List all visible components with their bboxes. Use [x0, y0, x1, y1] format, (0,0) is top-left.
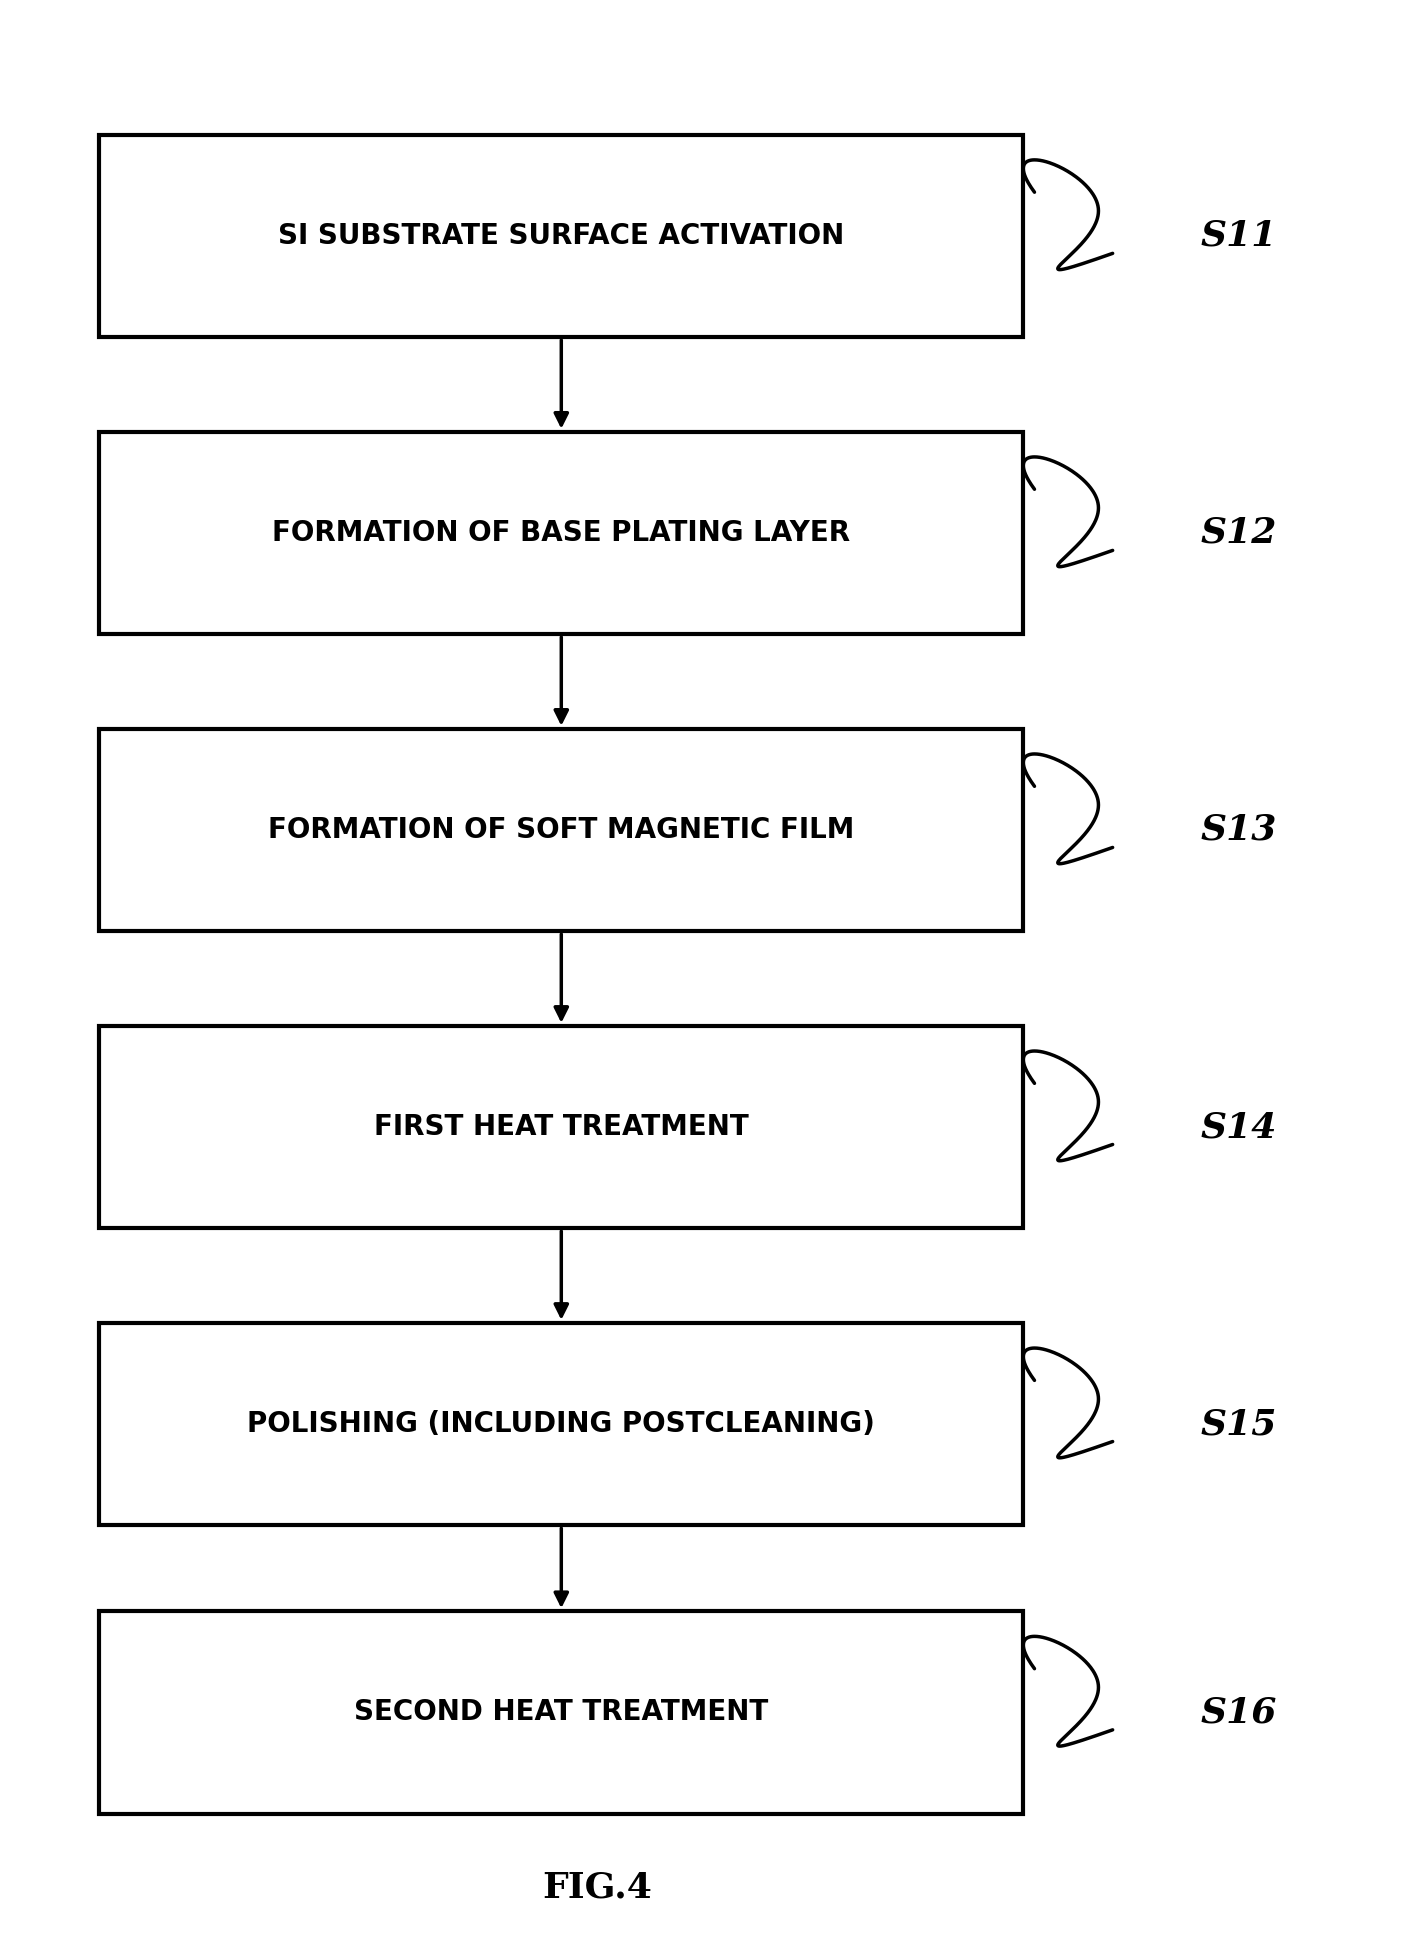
Text: S16: S16 — [1201, 1695, 1277, 1730]
Text: S15: S15 — [1201, 1407, 1277, 1440]
Bar — [99, 135, 1023, 337]
Text: FORMATION OF SOFT MAGNETIC FILM: FORMATION OF SOFT MAGNETIC FILM — [269, 816, 854, 843]
Text: POLISHING (INCLUDING POSTCLEANING): POLISHING (INCLUDING POSTCLEANING) — [247, 1411, 875, 1438]
Text: SECOND HEAT TREATMENT: SECOND HEAT TREATMENT — [354, 1699, 769, 1726]
Text: FORMATION OF BASE PLATING LAYER: FORMATION OF BASE PLATING LAYER — [273, 519, 850, 546]
Text: FIRST HEAT TREATMENT: FIRST HEAT TREATMENT — [374, 1114, 749, 1141]
Text: SI SUBSTRATE SURFACE ACTIVATION: SI SUBSTRATE SURFACE ACTIVATION — [279, 221, 844, 250]
Bar — [99, 432, 1023, 634]
Bar — [99, 1025, 1023, 1229]
Text: S13: S13 — [1201, 812, 1277, 847]
Bar — [99, 1323, 1023, 1525]
Text: FIG.4: FIG.4 — [541, 1871, 652, 1904]
Text: S12: S12 — [1201, 517, 1277, 550]
Text: S11: S11 — [1201, 219, 1277, 252]
Bar — [99, 1611, 1023, 1814]
Text: S14: S14 — [1201, 1110, 1277, 1145]
Bar — [99, 728, 1023, 932]
